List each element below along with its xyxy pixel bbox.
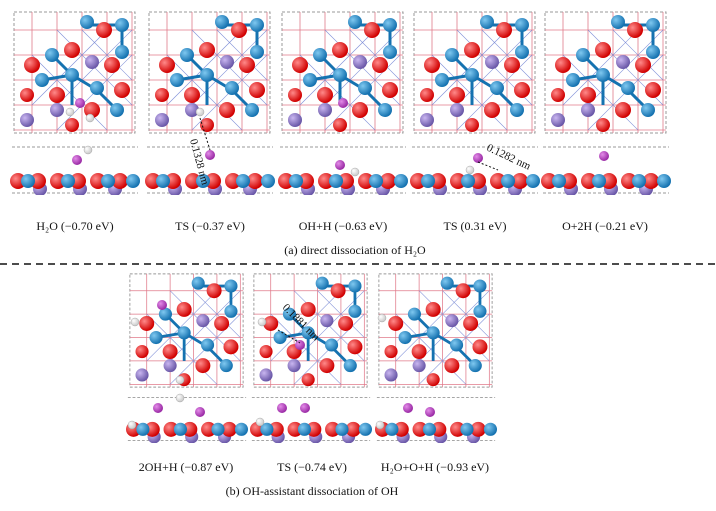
state-label: H₂O+O+H (−0.93 eV) <box>381 460 489 474</box>
state-label: TS (−0.74 eV) <box>277 460 347 474</box>
caption: (a) direct dissociation of H₂O <box>284 243 426 257</box>
state-label: TS (0.31 eV) <box>444 219 507 233</box>
state-label: O+2H (−0.21 eV) <box>562 219 648 233</box>
panel-b-structures <box>126 272 497 443</box>
state-label: OH+H (−0.63 eV) <box>299 219 388 233</box>
panel-a-structures <box>10 10 671 195</box>
state-label: H₂O (−0.70 eV) <box>36 219 113 233</box>
state-label: TS (−0.37 eV) <box>175 219 245 233</box>
distance-label: 0.1282 nm <box>485 142 533 173</box>
state-label: 2OH+H (−0.87 eV) <box>139 460 234 474</box>
caption: (b) OH-assistant dissociation of OH <box>226 484 399 498</box>
